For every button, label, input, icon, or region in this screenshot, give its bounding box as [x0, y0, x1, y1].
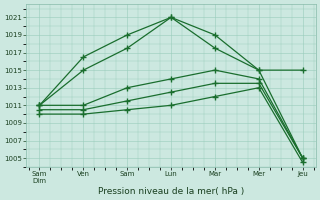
X-axis label: Pression niveau de la mer( hPa ): Pression niveau de la mer( hPa ): [98, 187, 244, 196]
